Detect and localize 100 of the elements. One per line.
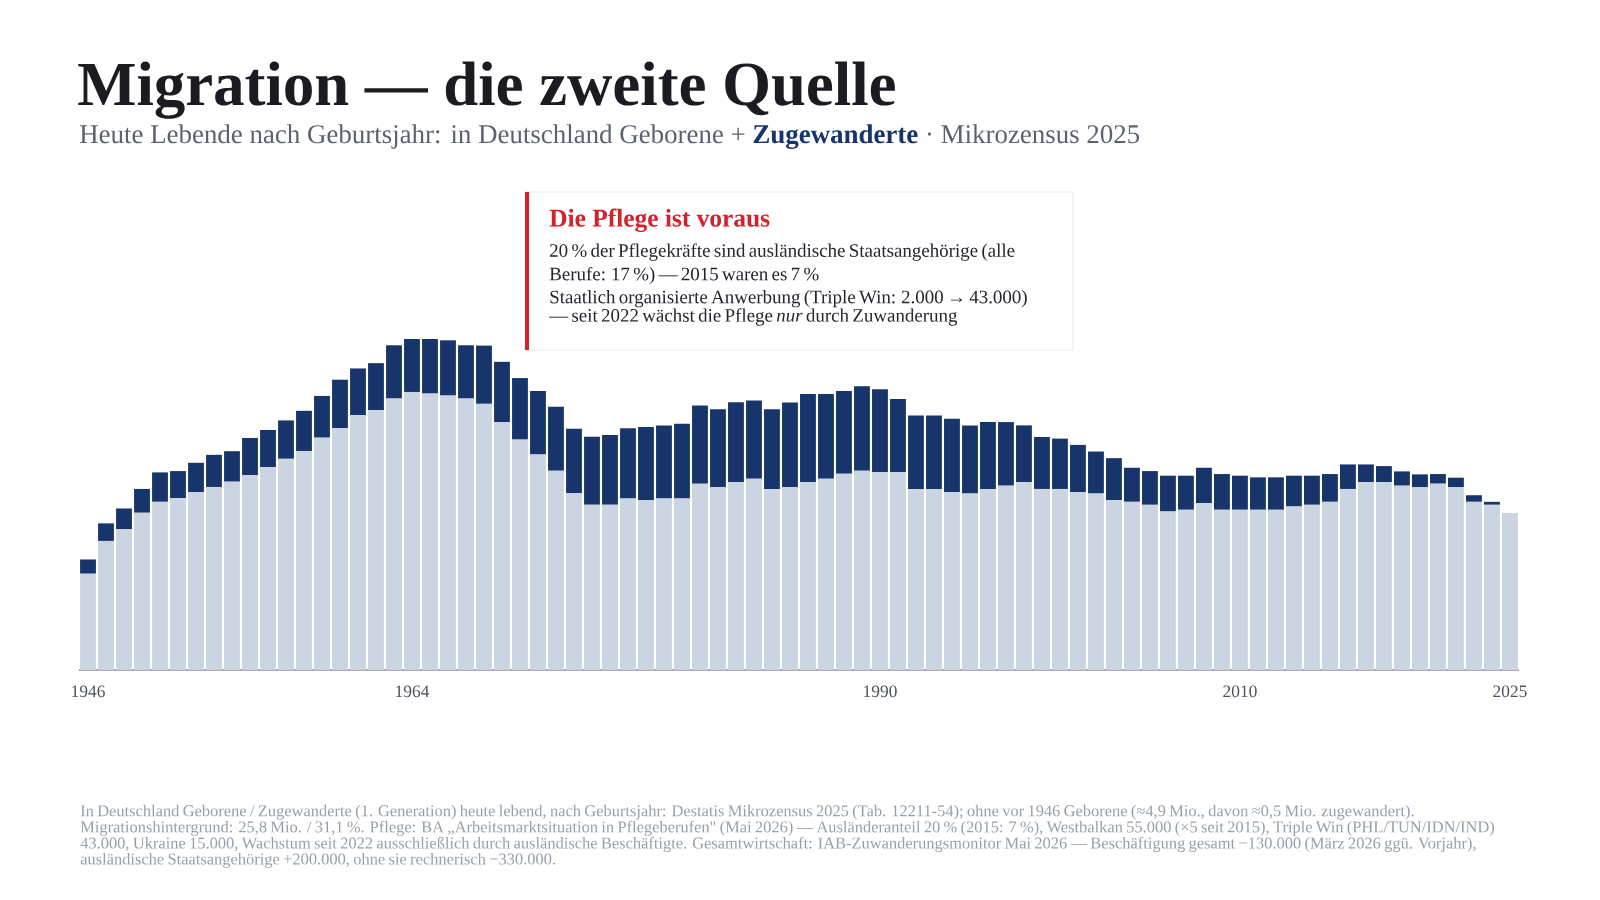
text: 20 % der Pflegekräfte sind ausländische Staatsangehörige (alle Berufe: 17 %) — 2015 waren es 7 % [549,243,1015,285]
bar [800,481,816,670]
bar [494,422,510,670]
bar [800,393,816,482]
bar [692,405,708,484]
bar [1124,467,1140,502]
bar [746,478,762,670]
bar [422,339,438,394]
bar [548,406,564,471]
bar [98,523,114,541]
bar [1196,467,1212,504]
bar [962,493,978,670]
bar [980,422,996,489]
bar [1340,464,1356,489]
bar [134,512,150,670]
bar [908,488,924,670]
bar [134,488,150,513]
bar [620,428,636,499]
bar [260,430,276,468]
bar [872,389,888,473]
bar [1106,500,1122,670]
bar [746,400,762,479]
bar [116,508,132,530]
bar [908,415,924,489]
bar [152,501,168,670]
bar [548,470,564,670]
bar [1484,504,1500,670]
text: Staatlich organisierte Anwerbung (Triple Win: 2.000 → 43.000) — seit 2022 wächst die Pflege nur durch Zuwanderung [549,290,1027,326]
bar [1196,503,1212,670]
bar [710,487,726,670]
bar [1124,501,1140,670]
bar [728,481,744,670]
bar [638,427,654,501]
bar [1052,488,1068,670]
bar [1160,475,1176,512]
bar [1034,436,1050,489]
bar [476,345,492,404]
bar [1466,495,1482,502]
bar [386,345,402,399]
bar [1358,464,1374,482]
bar [512,378,528,440]
bar [620,498,636,670]
bar [836,473,852,670]
bar [476,403,492,670]
bar [602,504,618,670]
bar [224,481,240,670]
bar [944,492,960,670]
bar [764,409,780,489]
bar [1088,493,1104,670]
bar [350,368,366,416]
bar [368,410,384,670]
x-tick-label: 1964 [396,685,430,698]
bar [314,437,330,670]
bar [998,422,1014,486]
bar [566,428,582,494]
x-tick-label: 1990 [864,685,897,698]
bar [1232,475,1248,510]
bar [206,486,222,670]
bar [1088,451,1104,494]
bar [188,462,204,493]
bar [584,504,600,670]
bar [260,467,276,670]
bar [674,423,690,499]
bar [1250,477,1266,510]
bar [1214,509,1230,670]
bar [1484,501,1500,505]
bar [1322,474,1338,502]
bar [1070,444,1086,493]
bar [422,393,438,670]
bar [836,390,852,474]
bar [1322,501,1338,670]
bar [1250,509,1266,670]
bar [494,361,510,423]
bar [368,363,384,411]
bar [152,472,168,502]
bar [764,488,780,670]
bar [296,410,312,452]
x-tick-label: 2025 [1493,685,1527,698]
bar [278,420,294,459]
bar [782,402,798,488]
bar [782,487,798,670]
bar [224,451,240,482]
bar [890,398,906,473]
bar [530,390,546,455]
bar [1448,487,1464,670]
bar [314,395,330,438]
bar [1160,511,1176,670]
bar [890,472,906,670]
bar [1052,438,1068,489]
bar [1016,425,1032,482]
bar [170,471,186,499]
bar [332,428,348,670]
text: In Deutschland Geborene / Zugewanderte (1. Generation) heute lebend, nach Geburtsjahr: Destatis Mikrozensus 2025 (Tab. 12211-54); ohne vor 1946 Geborene (≈4,9 Mio., davon ≈0,5 Mio. zugewandert). Migrationshintergrund: 25,8 Mio. / 31,1 %. Pflege: BA „Arbeitsmarktsituation in Pflegeberufen" (Mai 2026) — Ausländeranteil 20 % (2015: 7 %), Westbalkan 55.000 (×5 seit 2015), Triple Win (PHL/TUN/IDN/IND) 43.000, Ukraine 15.000, Wachstum seit 2022 ausschließlich durch ausländische Beschäftigte. Gesamtwirtschaft: IAB-Zuwanderungsmonitor Mai 2026 — Beschäftigung gesamt −130.000 (März 2026 ggü. Vorjahr), ausländische Staatsangehörige +200.000, ohne sie rechnerisch −330.000. [80,804,1495,868]
bar [1016,481,1032,670]
bar [440,340,456,396]
bar [1430,483,1446,670]
bar [1466,501,1482,670]
bar [1430,474,1446,484]
bar [1286,506,1302,670]
bar [1034,488,1050,670]
